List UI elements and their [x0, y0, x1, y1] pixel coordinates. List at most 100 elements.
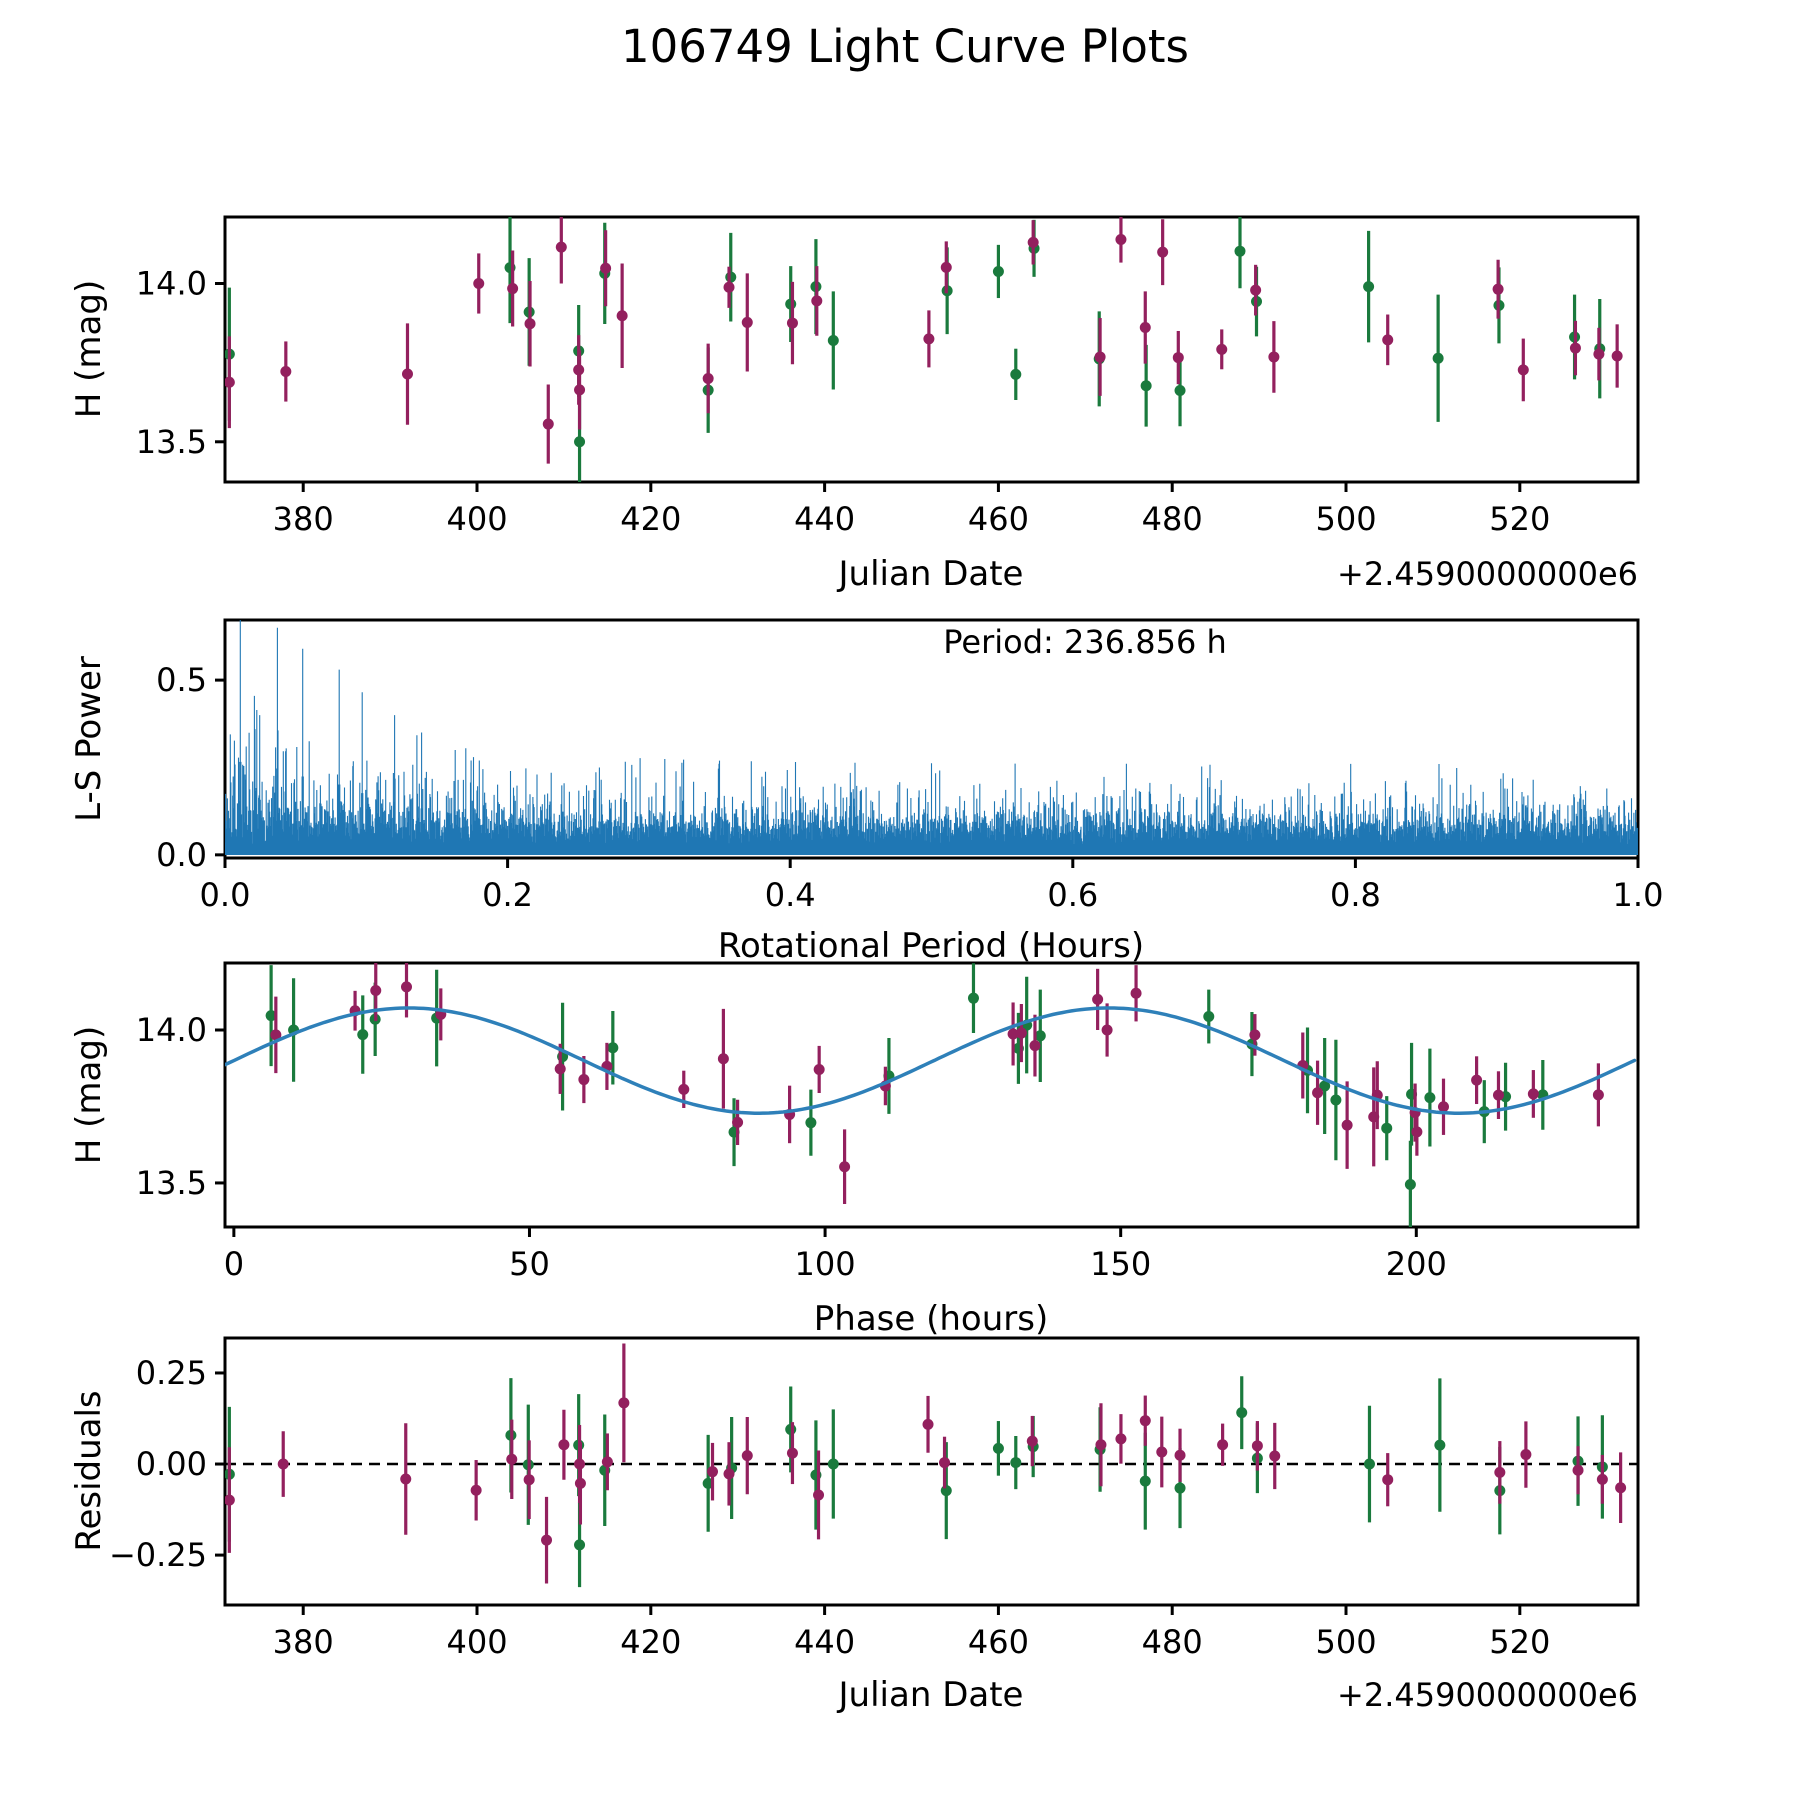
data-point: [1139, 1475, 1151, 1487]
data-point: [280, 366, 292, 378]
data-point: [1424, 1092, 1436, 1104]
x-tick-label: 0: [224, 1245, 244, 1283]
data-point: [574, 1458, 586, 1470]
data-point: [524, 318, 536, 330]
data-point: [574, 436, 586, 448]
band-green-markers: [225, 242, 1606, 448]
y-tick-label: 13.5: [136, 423, 207, 461]
data-point: [992, 265, 1004, 277]
data-point: [839, 1161, 851, 1173]
data-point: [554, 1063, 566, 1075]
x-tick-label: 380: [273, 1623, 334, 1661]
data-point: [616, 310, 628, 322]
data-point: [1203, 1011, 1215, 1023]
periodogram-ylabel: L-S Power: [69, 656, 109, 822]
data-point: [1312, 1087, 1324, 1099]
panel-periodogram: 0.0 0.2 0.4 0.6 0.8 1.0 0.0 0.5 L-S Power Perio…: [69, 618, 1663, 966]
data-point: [506, 1453, 518, 1465]
phased-points-and-fit: [225, 963, 1637, 1227]
data-point: [270, 1029, 282, 1041]
y-tick-label: −0.25: [109, 1536, 207, 1574]
phased-axes: 0 50 100 150 200 13.5 14.0: [136, 961, 1640, 1283]
residuals-xlabel: Julian Date: [837, 1675, 1024, 1715]
data-point: [1115, 1433, 1127, 1445]
data-point: [357, 1029, 369, 1041]
data-point: [813, 1063, 825, 1075]
x-tick-label: 0.4: [765, 876, 816, 914]
data-point: [1269, 1450, 1281, 1462]
data-point: [400, 1473, 412, 1485]
jd-magnitude-points: [225, 217, 1623, 482]
data-point: [1251, 1440, 1263, 1452]
data-point: [1592, 1089, 1604, 1101]
data-point: [1172, 352, 1184, 364]
data-point: [1593, 348, 1605, 360]
data-point: [541, 1534, 553, 1546]
data-point: [600, 262, 612, 274]
data-point: [1217, 1439, 1229, 1451]
x-tick-label: 520: [1489, 1623, 1550, 1661]
x-tick-label: 0.0: [200, 876, 251, 914]
data-point: [723, 281, 735, 293]
data-point: [1492, 1089, 1504, 1101]
data-point: [678, 1083, 690, 1095]
data-point: [1092, 993, 1104, 1005]
data-point: [1007, 1028, 1019, 1040]
data-point: [786, 1447, 798, 1459]
data-point: [1249, 1029, 1261, 1041]
data-point: [558, 1439, 570, 1451]
y-tick-label: 0.0: [156, 836, 207, 874]
data-point: [1432, 352, 1444, 364]
band-green-error-bars: [227, 1376, 1604, 1588]
data-point: [1382, 1474, 1394, 1486]
phased-xlabel: Phase (hours): [814, 1299, 1048, 1339]
band-green-error-bars: [227, 217, 1602, 482]
band-green-error-bars: [269, 963, 1545, 1227]
data-point: [370, 985, 382, 997]
residuals-ylabel: Residuals: [69, 1390, 109, 1551]
data-point: [1411, 1126, 1423, 1138]
residuals-points: [225, 1343, 1638, 1588]
x-tick-label: 400: [446, 500, 507, 538]
y-tick-label: 14.0: [136, 1011, 207, 1049]
data-point: [1611, 350, 1623, 362]
data-point: [1095, 1439, 1107, 1451]
data-point: [732, 1116, 744, 1128]
data-point: [1381, 1122, 1393, 1134]
y-tick-label: 13.5: [136, 1164, 207, 1202]
x-tick-label: 200: [1386, 1245, 1447, 1283]
data-point: [1130, 987, 1142, 999]
data-point: [1139, 1415, 1151, 1427]
data-point: [785, 1423, 797, 1435]
data-point: [618, 1397, 630, 1409]
x-tick-label: 420: [620, 1623, 681, 1661]
x-tick-label: 480: [1142, 500, 1203, 538]
data-point: [573, 364, 585, 376]
data-point: [1250, 284, 1262, 296]
data-point: [1174, 1449, 1186, 1461]
data-point: [1363, 1458, 1375, 1470]
data-point: [1437, 1101, 1449, 1113]
data-point: [1569, 342, 1581, 354]
panel-phased-lightcurve: 0 50 100 150 200 13.5 14.0 H (mag) Phase (hour…: [69, 961, 1640, 1339]
x-tick-label: 0.6: [1047, 876, 1098, 914]
data-point: [1368, 1111, 1380, 1123]
periodogram-xlabel: Rotational Period (Hours): [718, 926, 1144, 966]
data-point: [1494, 1466, 1506, 1478]
data-point: [574, 384, 586, 396]
data-point: [401, 981, 413, 993]
best-period-annotation: Period: 236.856 h: [943, 623, 1227, 661]
data-point: [741, 1450, 753, 1462]
data-point: [923, 333, 935, 345]
figure-title: 106749 Light Curve Plots: [621, 20, 1189, 73]
data-point: [1026, 1435, 1038, 1447]
y-tick-label: 0.25: [136, 1354, 207, 1392]
data-point: [277, 1458, 289, 1470]
x-tick-label: 500: [1315, 1623, 1376, 1661]
band-purple-error-bars: [227, 1343, 1623, 1584]
data-point: [1236, 1407, 1248, 1419]
x-tick-label: 150: [1090, 1245, 1151, 1283]
data-point: [542, 418, 554, 430]
x-tick-label: 400: [446, 1623, 507, 1661]
